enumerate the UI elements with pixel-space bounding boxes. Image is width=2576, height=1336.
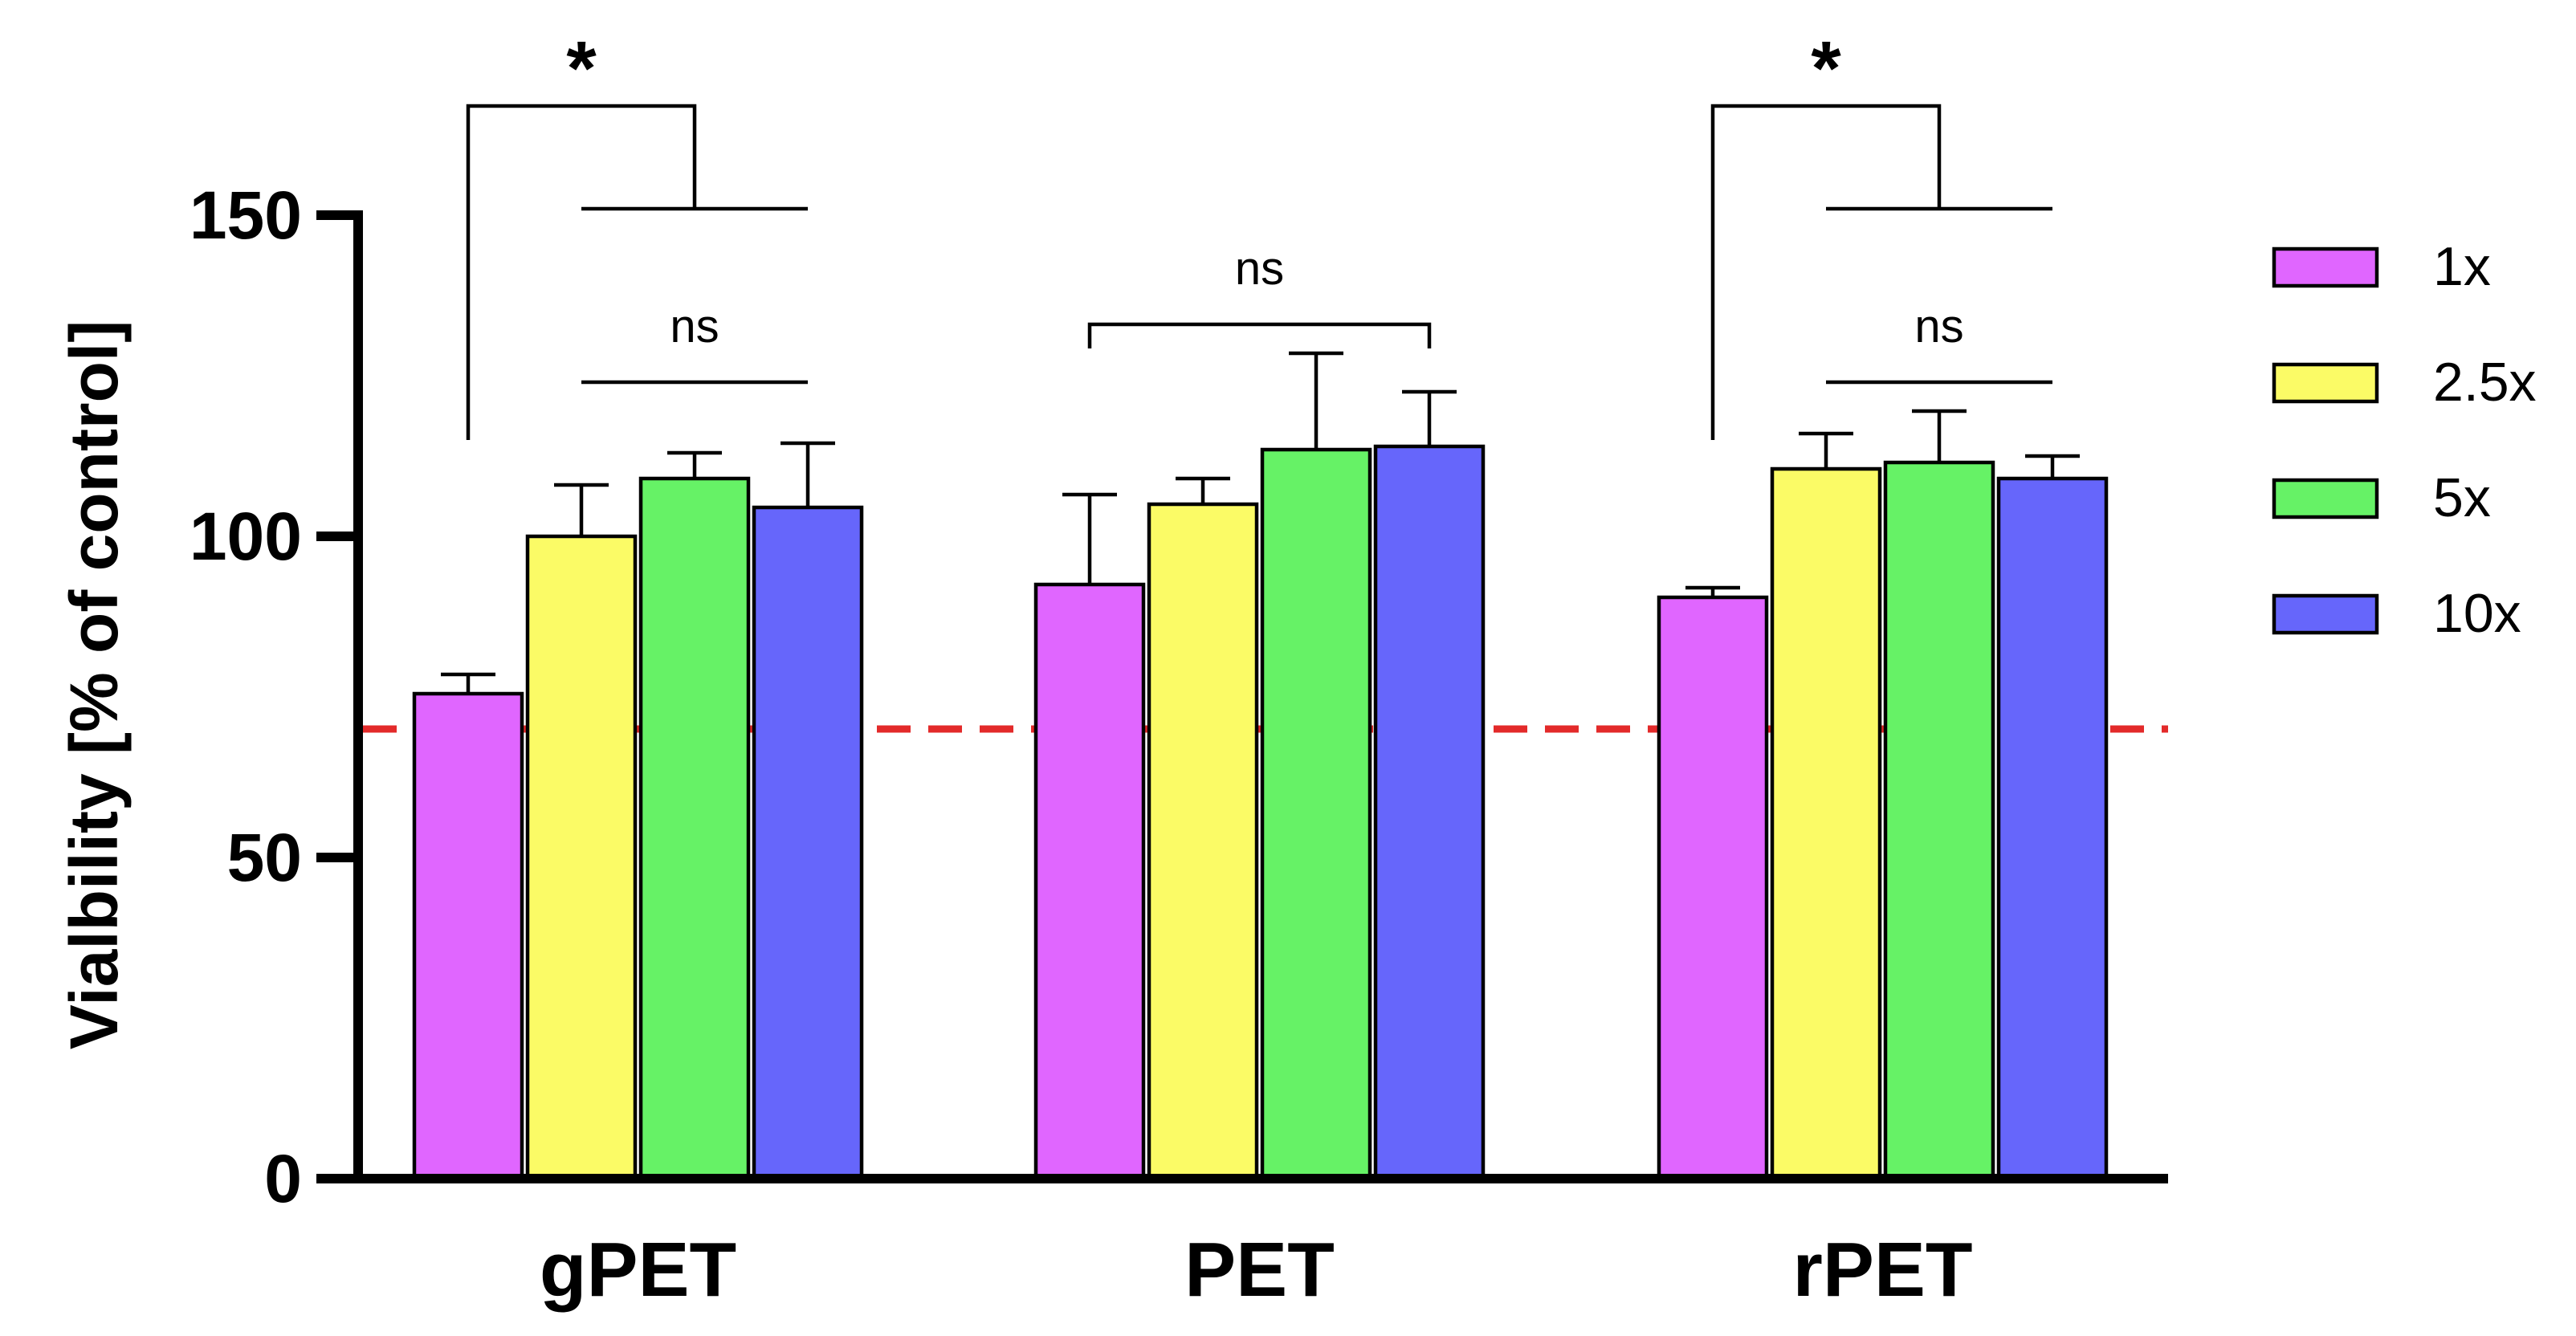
x-category-label-PET: PET: [1184, 1227, 1335, 1313]
annotation-rPET-3-bracket: [1710, 104, 1942, 440]
y-tick-label-50: 50: [227, 820, 302, 895]
legend-swatch-1x: [2272, 246, 2379, 288]
bar-gPET-1x: [412, 691, 524, 1181]
annotation-gPET-0-bracket: [466, 104, 697, 440]
bar-PET-5x: [1260, 447, 1372, 1181]
legend-swatch-2.5x: [2272, 362, 2379, 404]
legend-label-2.5x: 2.5x: [2433, 352, 2537, 413]
y-tick-label-0: 0: [264, 1141, 302, 1216]
annotation-rPET-3-label: *: [1811, 26, 1841, 112]
bars: [412, 351, 2109, 1181]
bar-PET-1x: [1033, 582, 1146, 1181]
legend-swatch-10x: [2272, 593, 2379, 635]
annotation-gPET-0-label: *: [566, 26, 597, 112]
bar-PET-10x: [1373, 444, 1486, 1181]
x-category-label-rPET: rPET: [1792, 1227, 1972, 1313]
axes: 0 50 100 150 gPET PET rPET: [190, 177, 2168, 1313]
y-axis-title: Vialbility [% of control]: [56, 320, 132, 1050]
y-tick-label-150: 150: [190, 177, 302, 253]
bar-gPET-2.5x: [525, 534, 638, 1181]
significance-annotations: * ns ns * ns: [466, 26, 2052, 440]
annotation-rPET-4-label: ns: [1914, 300, 1963, 352]
legend: 1x 2.5x 5x 10x: [2272, 236, 2537, 644]
legend-label-10x: 10x: [2433, 583, 2521, 644]
legend-label-1x: 1x: [2433, 236, 2491, 297]
bar-gPET-10x: [752, 505, 864, 1181]
bar-gPET-5x: [638, 476, 751, 1181]
annotation-gPET-1-label: ns: [670, 300, 719, 352]
annotation-PET-2-label: ns: [1235, 242, 1284, 295]
legend-label-5x: 5x: [2433, 467, 2491, 528]
legend-swatch-5x: [2272, 478, 2379, 519]
bar-rPET-2.5x: [1770, 466, 1882, 1181]
bar-rPET-5x: [1883, 460, 1995, 1181]
bar-rPET-1x: [1657, 595, 1769, 1181]
annotation-PET-2-bracket: [1087, 322, 1432, 348]
bar-PET-2.5x: [1147, 502, 1259, 1181]
bar-rPET-10x: [1996, 476, 2109, 1181]
y-tick-label-100: 100: [190, 499, 302, 574]
x-category-label-gPET: gPET: [540, 1227, 736, 1313]
